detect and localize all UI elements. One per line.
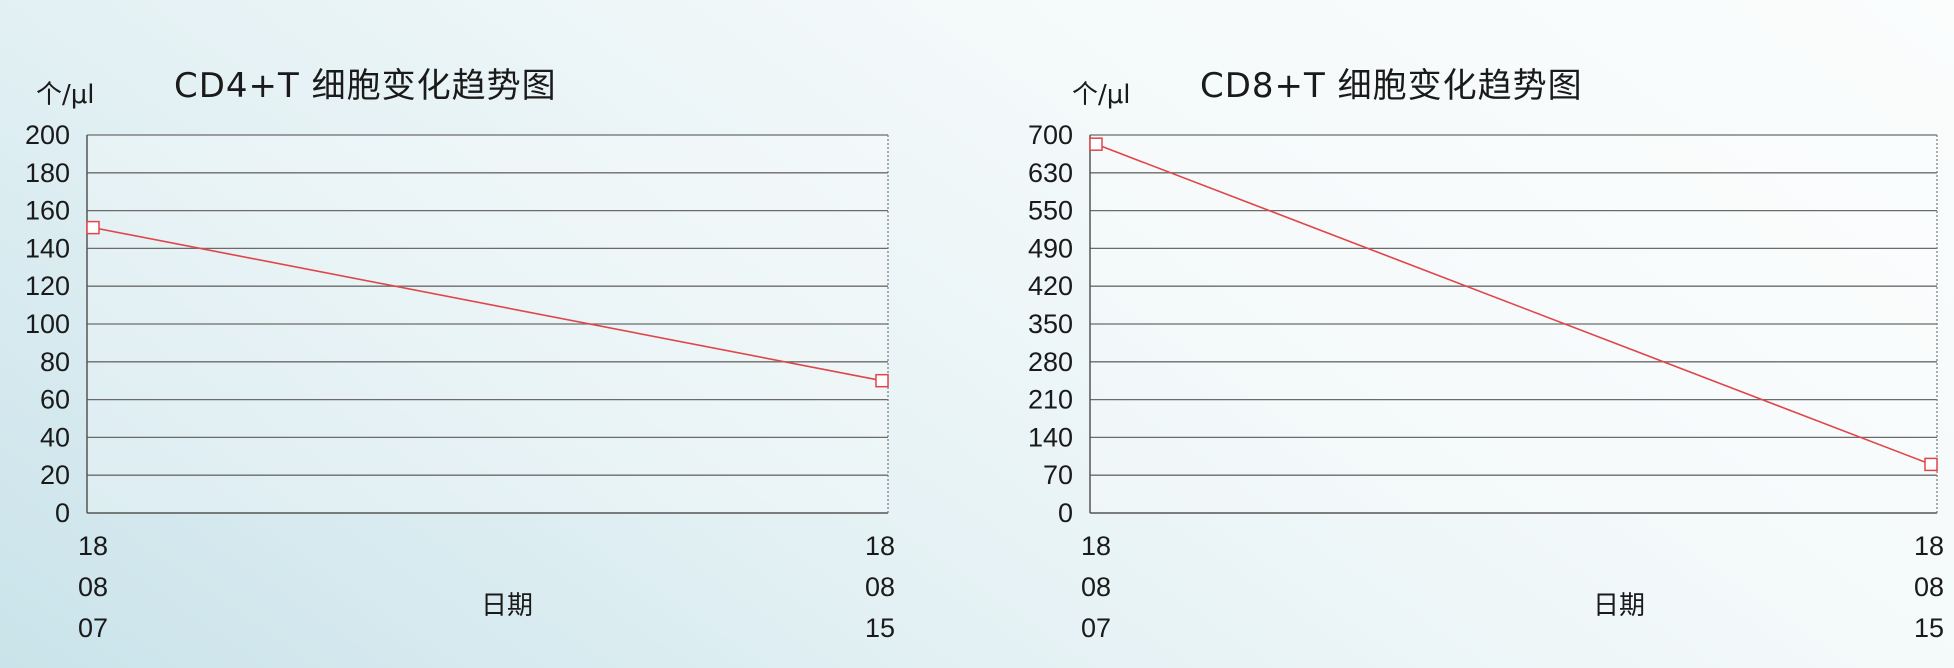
x-tick-label-line: 07	[78, 613, 108, 643]
y-tick-label: 0	[55, 498, 70, 528]
y-tick-label: 70	[1043, 460, 1073, 490]
x-tick-label-line: 18	[1081, 531, 1111, 561]
series-line	[92, 226, 883, 382]
y-tick-label: 420	[1028, 271, 1073, 301]
x-tick-label-line: 07	[1081, 613, 1111, 643]
x-tick-label-line: 08	[78, 572, 108, 602]
x-tick-label-line: 08	[1081, 572, 1111, 602]
x-tick-label-line: 15	[1914, 613, 1944, 643]
y-tick-label: 180	[25, 158, 70, 188]
y-tick-label: 280	[1028, 347, 1073, 377]
y-tick-label: 700	[1028, 120, 1073, 150]
x-tick-label-line: 18	[865, 531, 895, 561]
y-tick-label: 210	[1028, 385, 1073, 415]
x-tick-label-line: 08	[865, 572, 895, 602]
y-tick-label: 20	[40, 460, 70, 490]
y-tick-label: 630	[1028, 158, 1073, 188]
y-axis-unit-label: 个/μl	[1072, 80, 1131, 110]
y-tick-label: 550	[1028, 196, 1073, 226]
x-tick-label: 18 08 07	[78, 531, 108, 643]
data-point-marker	[1924, 457, 1938, 472]
series-line	[1095, 143, 1932, 466]
data-point-marker	[86, 220, 100, 235]
y-tick-label: 160	[25, 196, 70, 226]
y-tick-label: 100	[25, 309, 70, 339]
y-axis-unit-label: 个/μl	[36, 80, 95, 110]
cd8-chart: CD8+T 细胞变化趋势图 个/μl 日期 0 70 140 210 280 350 420…	[977, 0, 1954, 668]
x-tick-label: 18 08 07	[1081, 531, 1111, 643]
y-tick-label: 0	[1058, 498, 1073, 528]
y-tick-label: 140	[1028, 422, 1073, 452]
chart-title: CD4+T 细胞变化趋势图	[174, 66, 557, 106]
y-tick-label: 80	[40, 347, 70, 377]
data-point-marker	[1089, 137, 1103, 151]
x-tick-label-line: 15	[865, 613, 895, 643]
data-point-marker	[875, 373, 889, 388]
y-tick-label: 140	[25, 233, 70, 263]
x-tick-label-line: 18	[1914, 531, 1944, 561]
y-tick-label: 490	[1028, 233, 1073, 263]
y-tick-label: 60	[40, 385, 70, 415]
x-tick-label-line: 18	[78, 531, 108, 561]
chart-title: CD8+T 细胞变化趋势图	[1200, 66, 1583, 106]
x-tick-label-line: 08	[1914, 572, 1944, 602]
y-tick-label: 40	[40, 422, 70, 452]
y-tick-label: 120	[25, 271, 70, 301]
cd4-chart: CD4+T 细胞变化趋势图 个/μl 日期 0 20 40 60 80 100 120 140…	[25, 66, 895, 643]
x-tick-label: 18 08 15	[1914, 531, 1944, 643]
cd4-chart-plot: 0 20 40 60 80 100 120 140 160 180 200 18 08 07 18 08 15	[25, 120, 895, 643]
x-tick-label: 18 08 15	[865, 531, 895, 643]
y-tick-label: 200	[25, 120, 70, 150]
cd8-chart-plot: 0 70 140 210 280 350 420 490 550 630 700 18 08 07 18 08…	[1028, 120, 1944, 643]
x-axis-title: 日期	[481, 591, 534, 621]
y-tick-label: 350	[1028, 309, 1073, 339]
x-axis-title: 日期	[1593, 591, 1646, 621]
